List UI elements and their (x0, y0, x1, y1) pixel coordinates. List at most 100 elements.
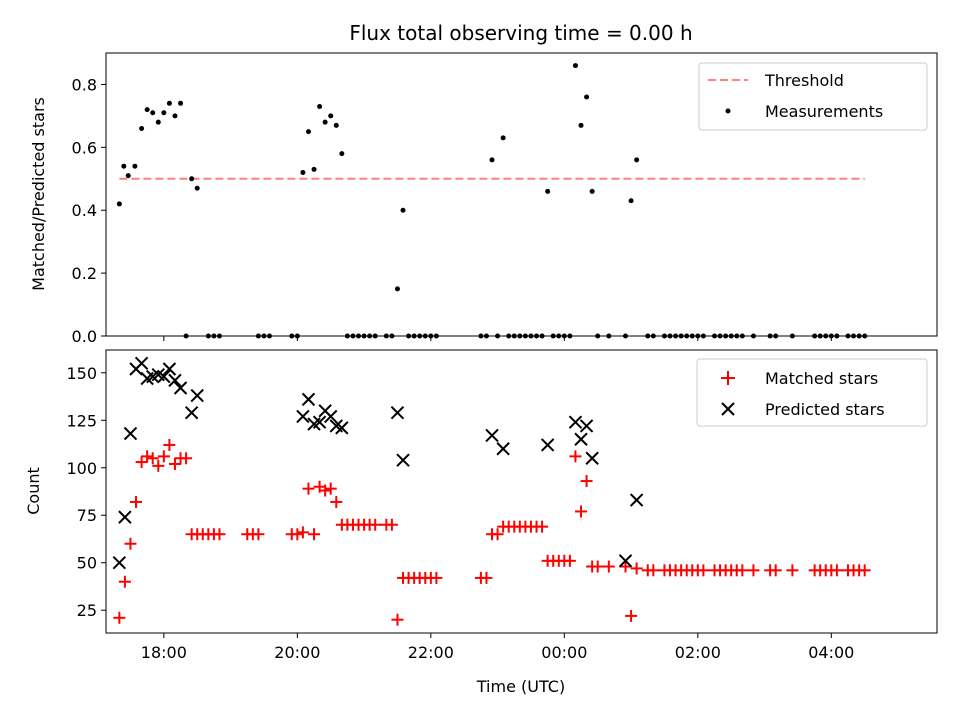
measurement-point (634, 157, 640, 163)
x-tick-label: 02:00 (675, 643, 721, 662)
matched-stars-points (113, 438, 871, 626)
matched-star-marker (152, 459, 165, 472)
measurement-point (328, 113, 334, 119)
predicted-star-marker (162, 362, 177, 376)
x-tick-label: 04:00 (808, 643, 854, 662)
measurement-point (584, 94, 590, 100)
predicted-star-marker (574, 432, 588, 446)
top-legend: Threshold Measurements (698, 62, 928, 131)
matched-star-marker (213, 528, 226, 541)
top-y-ticks: 0.0 0.2 0.4 0.6 0.8 (72, 75, 106, 346)
predicted-star-marker (585, 451, 599, 465)
measurement-point (394, 286, 400, 292)
measurement-point (628, 198, 634, 204)
bottom-legend: Matched stars Predicted stars (696, 358, 928, 427)
measurement-point (339, 151, 345, 157)
measurement-point (589, 188, 595, 194)
matched-star-marker (747, 564, 760, 577)
matched-star-marker (168, 457, 181, 470)
measurement-point (311, 166, 317, 172)
matched-star-marker (858, 564, 871, 577)
predicted-star-marker (579, 419, 594, 433)
matched-star-marker (296, 526, 309, 539)
measurement-point (166, 100, 172, 106)
matched-star-marker (146, 452, 159, 465)
measurement-point (300, 169, 306, 175)
matched-star-marker (135, 456, 148, 469)
top-y-axis-label: Matched/Predicted stars (29, 97, 48, 291)
predicted-star-marker (301, 392, 316, 407)
measurement-point (125, 173, 131, 179)
matched-star-marker (141, 450, 154, 463)
matched-star-marker (130, 495, 143, 508)
predicted-star-marker (296, 409, 310, 424)
bottom-panel: Count Time (UTC) 25 50 75 100 125 150 18:00 20… (24, 349, 938, 696)
x-tick-label: 22:00 (408, 643, 454, 662)
predicted-star-marker (396, 453, 410, 467)
matched-star-marker (625, 609, 638, 622)
matched-star-marker (769, 564, 782, 577)
measurement-point (139, 125, 145, 131)
predicted-star-marker (312, 415, 327, 429)
matched-star-marker (569, 450, 582, 463)
predicted-star-marker (618, 554, 633, 568)
predicted-star-marker (184, 405, 199, 420)
measurement-point (194, 185, 200, 191)
measurement-point (545, 188, 551, 194)
measurement-point (500, 135, 506, 141)
matched-star-marker (124, 537, 137, 550)
bottom-legend-box (696, 358, 928, 427)
predicted-legend-label: Predicted stars (765, 400, 885, 419)
bottom-x-ticks: 18:00 20:00 22:00 00:00 02:00 04:00 (141, 633, 854, 662)
matched-star-marker (563, 554, 576, 567)
top-plot-frame (105, 52, 938, 337)
measurements-legend-label: Measurements (765, 102, 883, 121)
matched-star-marker (157, 450, 170, 463)
matched-star-marker (291, 528, 304, 541)
y-tick-label: 50 (77, 554, 97, 573)
matched-legend-label: Matched stars (765, 369, 878, 388)
measurement-point (317, 103, 323, 109)
matched-star-marker (647, 564, 660, 577)
measurement-point (489, 157, 495, 163)
matched-star-marker (324, 482, 337, 495)
matched-star-marker (118, 575, 131, 588)
measurement-point (121, 163, 127, 169)
predicted-star-marker (173, 381, 188, 395)
threshold-legend-label: Threshold (764, 71, 844, 90)
top-panel: Flux total observing time = 0.00 h Match… (29, 21, 938, 346)
y-tick-label: 0.4 (72, 201, 97, 220)
matched-star-marker (575, 505, 588, 518)
predicted-star-marker (629, 493, 644, 507)
predicted-star-marker (390, 405, 405, 420)
matched-star-marker (619, 560, 632, 573)
matched-star-marker (580, 475, 593, 488)
y-tick-label: 75 (77, 506, 97, 525)
measurement-point (322, 119, 328, 125)
matched-star-marker (630, 562, 643, 575)
measurement-point (305, 129, 311, 135)
measurement-point (178, 100, 184, 106)
x-tick-label: 00:00 (541, 643, 587, 662)
predicted-star-marker (324, 409, 338, 424)
y-tick-label: 0.0 (72, 327, 97, 346)
measurement-point (189, 176, 195, 182)
y-tick-label: 0.6 (72, 138, 97, 157)
matched-star-marker (369, 518, 382, 531)
measurement-point (116, 201, 122, 207)
matched-star-marker (302, 482, 315, 495)
matched-legend-swatch (721, 371, 735, 385)
y-tick-label: 25 (77, 601, 97, 620)
measurement-point (155, 119, 161, 125)
measurement-point (161, 110, 167, 116)
predicted-star-marker (335, 421, 349, 435)
bottom-y-ticks: 25 50 75 100 125 150 (66, 364, 106, 620)
x-tick-label: 20:00 (274, 643, 320, 662)
measurement-point (400, 207, 406, 213)
bottom-y-axis-label: Count (24, 467, 43, 515)
matched-star-marker (830, 564, 843, 577)
predicted-star-marker (157, 369, 171, 384)
predicted-star-marker (168, 373, 182, 388)
y-tick-label: 150 (66, 364, 97, 383)
